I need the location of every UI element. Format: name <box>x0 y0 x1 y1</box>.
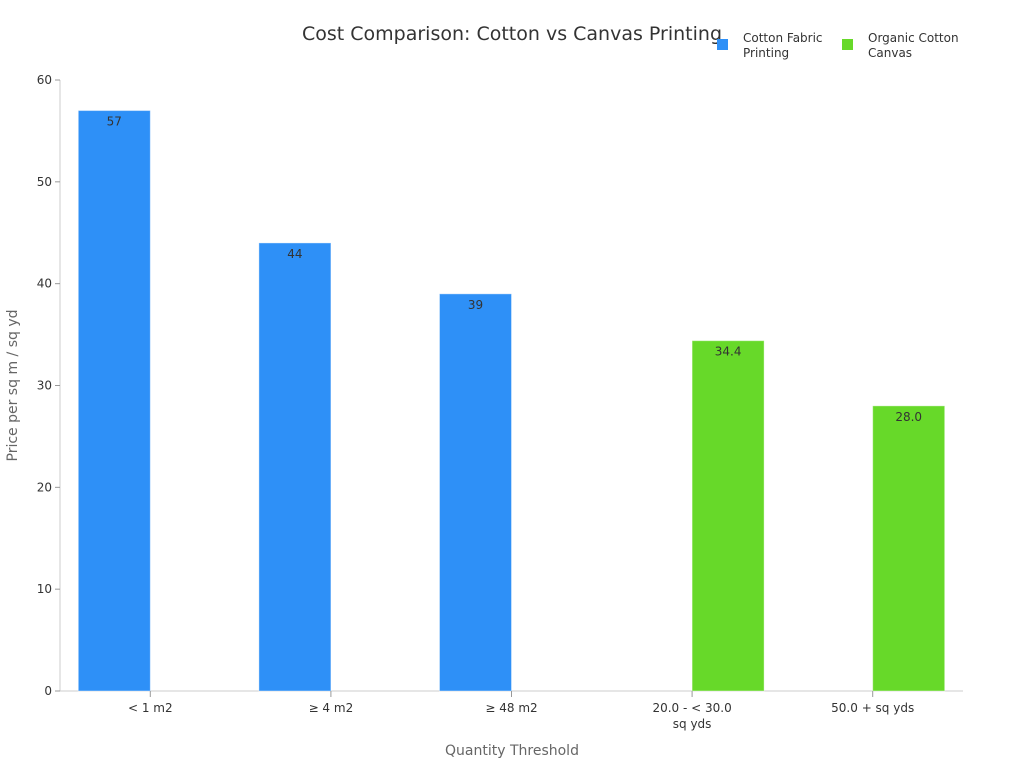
x-tick-label: < 1 m2 <box>128 701 173 715</box>
data-label: 39 <box>468 298 483 312</box>
x-tick-label: ≥ 4 m2 <box>309 701 354 715</box>
y-tick-label: 50 <box>37 175 52 189</box>
legend-swatch <box>842 39 853 50</box>
bar <box>872 405 946 692</box>
y-tick-label: 10 <box>37 582 52 596</box>
bar <box>439 293 512 692</box>
y-tick-label: 30 <box>37 379 52 393</box>
bar <box>258 242 332 692</box>
data-label: 57 <box>107 115 122 129</box>
legend-label: Organic Cotton Canvas <box>868 31 959 60</box>
y-axis-label: Price per sq m / sq yd <box>5 310 21 462</box>
y-tick-label: 60 <box>37 73 52 87</box>
bar <box>691 340 765 692</box>
y-tick-label: 20 <box>37 480 52 494</box>
legend-swatch <box>717 39 728 50</box>
data-label: 34.4 <box>715 345 742 359</box>
chart-title: Cost Comparison: Cotton vs Canvas Printi… <box>302 23 722 45</box>
y-tick-label: 0 <box>44 684 52 698</box>
x-tick-label: ≥ 48 m2 <box>485 701 537 715</box>
x-axis-label: Quantity Threshold <box>445 743 579 759</box>
data-label: 28.0 <box>895 410 922 424</box>
legend-label: Cotton Fabric Printing <box>743 31 823 60</box>
x-tick-label: 50.0 + sq yds <box>831 701 914 715</box>
y-tick-label: 40 <box>37 277 52 291</box>
x-tick-label: 20.0 - < 30.0 sq yds <box>652 701 731 731</box>
bar <box>77 110 151 692</box>
data-label: 44 <box>287 247 302 261</box>
